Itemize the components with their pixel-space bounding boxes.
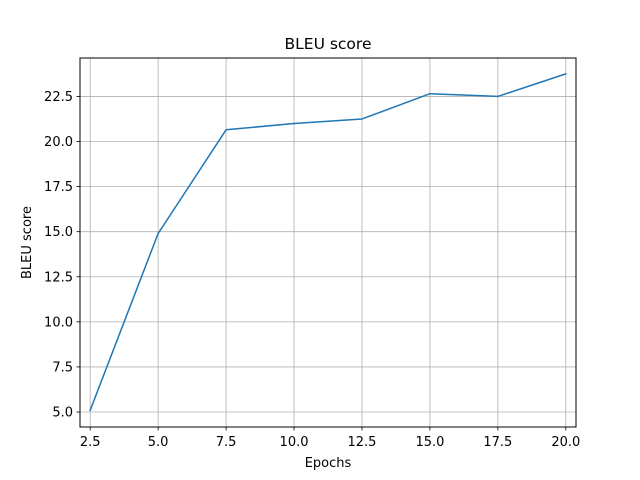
series-line [89, 72, 567, 412]
x-tick-label: 10.0 [280, 435, 309, 450]
x-tick-label: 17.5 [483, 435, 512, 450]
y-tick-label: 15.0 [44, 225, 73, 240]
data-point [429, 92, 431, 95]
grid-lines [80, 58, 576, 427]
y-tick-label: 17.5 [44, 180, 73, 195]
y-tick-label: 12.5 [44, 270, 73, 285]
series-layer [89, 72, 567, 412]
chart-title: BLEU score [285, 35, 372, 53]
y-axis-label: BLEU score [20, 206, 35, 279]
y-tick-label: 7.5 [52, 360, 73, 375]
x-axis-label: Epochs [305, 456, 352, 471]
x-tick-label: 15.0 [415, 435, 444, 450]
x-tick-label: 7.5 [216, 435, 237, 450]
y-axis-ticks: 5.0 7.5 10.0 12.5 15.0 17.5 20.0 22.5 [44, 90, 80, 421]
y-tick-label: 5.0 [52, 406, 73, 421]
x-axis-ticks: 2.5 5.0 7.5 10.0 12.5 15.0 17.5 20.0 [80, 427, 580, 450]
plot-frame [79, 57, 577, 428]
y-tick-label: 10.0 [44, 315, 73, 330]
data-point [225, 129, 227, 131]
data-point [565, 73, 567, 75]
data-point [89, 409, 91, 411]
x-tick-label: 5.0 [148, 435, 169, 450]
data-point [497, 95, 499, 98]
data-point [293, 122, 295, 125]
x-tick-label: 20.0 [551, 435, 580, 450]
y-tick-label: 20.0 [44, 135, 73, 150]
x-tick-label: 2.5 [80, 435, 101, 450]
y-tick-label: 22.5 [44, 90, 73, 105]
x-tick-label: 12.5 [347, 435, 376, 450]
data-point [361, 118, 363, 120]
data-point [157, 232, 159, 235]
